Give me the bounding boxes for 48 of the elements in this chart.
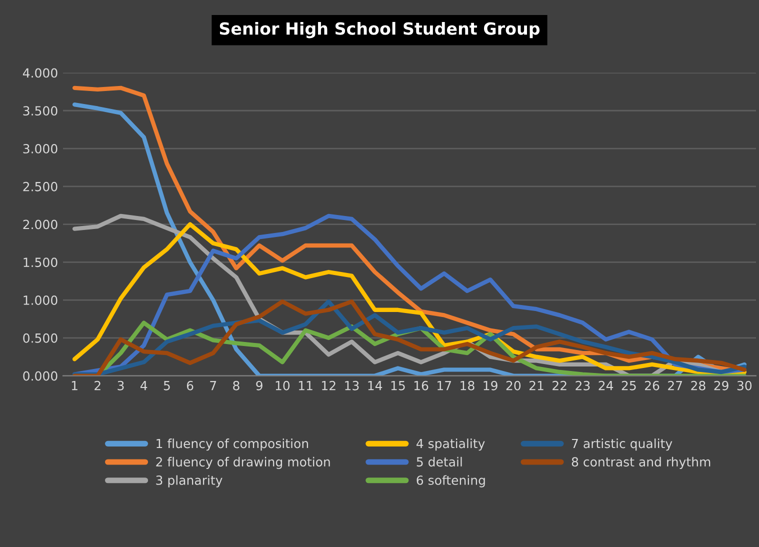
x-tick-label: 8 [233,380,240,390]
x-tick-label: 6 [186,380,194,390]
x-tick-label: 30 [737,380,752,390]
legend-label: 5 detail [416,456,462,467]
x-tick-label: 17 [438,381,452,390]
x-tick-label: 11 [298,381,312,390]
y-tick-label: 0.500 [23,333,58,343]
y-tick-label: 2.000 [23,220,58,230]
x-tick-label: 15 [391,381,405,390]
x-tick-label: 14 [368,381,382,390]
legend-label: 4 spatiality [416,438,485,451]
x-tick-label: 7 [210,381,216,390]
x-tick-label: 26 [644,380,660,390]
x-tick-label: 21 [529,380,544,390]
legend-label: 2 fluency of drawing motion [156,456,330,469]
x-tick-label: 25 [622,380,636,390]
x-tick-label: 4 [140,381,148,390]
x-tick-label: 18 [460,380,474,390]
y-tick-label: 3.500 [23,106,58,116]
x-tick-label: 12 [322,380,336,390]
y-tick-label: 1.500 [24,258,58,268]
x-tick-label: 16 [414,380,428,390]
x-tick-label: 13 [345,380,359,390]
y-tick-label: 4.000 [22,68,58,78]
x-tick-label: 20 [506,380,521,390]
x-tick-label: 28 [691,380,706,390]
x-tick-label: 24 [598,380,614,390]
x-tick-label: 29 [714,380,728,390]
x-tick-label: 27 [668,380,682,390]
legend-label: 7 artistic quality [572,438,672,451]
x-tick-label: 2 [94,380,100,390]
x-tick-label: 1 [72,381,78,390]
x-tick-label: 5 [164,381,170,390]
y-tick-label: 2.500 [23,182,58,192]
x-tick-label: 3 [118,380,124,390]
y-tick-label: 1.000 [24,296,58,305]
x-tick-label: 23 [576,380,590,390]
legend-label: 3 planarity [156,475,222,488]
legend-label: 1 fluency of composition [156,438,308,451]
x-tick-label: 10 [276,380,290,390]
x-tick-label: 9 [256,380,262,390]
legend-label: 6 softening [416,475,485,488]
chart-title: Senior High School Student Group [220,22,540,38]
y-tick-label: 3.000 [23,144,58,154]
y-tick-label: 0.000 [23,371,58,381]
x-tick-label: 22 [552,380,566,390]
legend-label: 8 contrast and rhythm [572,456,710,469]
x-tick-label: 19 [484,380,498,390]
